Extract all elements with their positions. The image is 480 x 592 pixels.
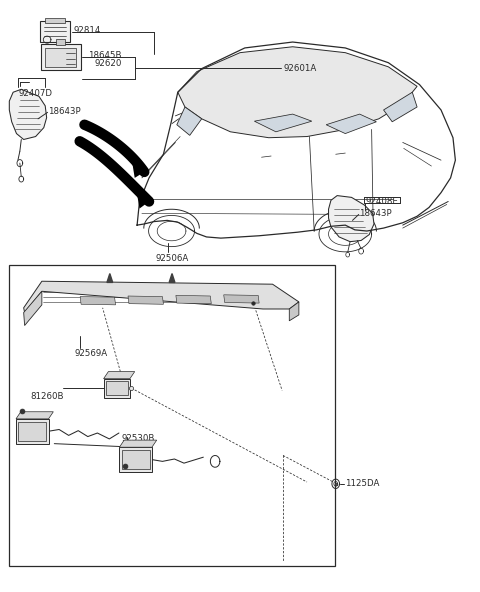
Bar	[45, 18, 65, 22]
Polygon shape	[177, 107, 202, 136]
Bar	[41, 44, 81, 70]
Text: 92530B: 92530B	[121, 435, 155, 443]
Text: 18645B: 18645B	[88, 50, 121, 60]
Bar	[120, 447, 152, 472]
Polygon shape	[104, 372, 135, 379]
Bar	[56, 39, 65, 45]
Polygon shape	[289, 302, 299, 321]
Bar	[104, 379, 130, 398]
Polygon shape	[16, 412, 53, 419]
Polygon shape	[120, 440, 157, 447]
Polygon shape	[178, 47, 417, 138]
Polygon shape	[137, 194, 149, 208]
Text: 18643P: 18643P	[359, 209, 391, 218]
Bar	[18, 422, 46, 440]
Text: 92601A: 92601A	[283, 63, 316, 73]
Bar	[45, 48, 76, 67]
Text: 92814: 92814	[73, 25, 101, 35]
Text: 92407D: 92407D	[18, 89, 52, 98]
Polygon shape	[24, 281, 299, 313]
Polygon shape	[80, 297, 116, 305]
Text: 81260B: 81260B	[30, 392, 64, 401]
Polygon shape	[132, 163, 144, 178]
Polygon shape	[384, 92, 417, 122]
Bar	[9, 265, 335, 567]
Bar	[16, 419, 48, 443]
Bar	[122, 450, 150, 469]
Polygon shape	[9, 89, 47, 140]
Polygon shape	[176, 295, 211, 304]
Text: 92620: 92620	[94, 59, 121, 69]
Text: 92506A: 92506A	[156, 255, 189, 263]
Text: 18643P: 18643P	[48, 107, 80, 115]
Text: 1125DA: 1125DA	[345, 480, 380, 488]
Polygon shape	[107, 274, 113, 282]
Polygon shape	[224, 295, 259, 303]
Polygon shape	[326, 114, 376, 134]
Polygon shape	[328, 195, 374, 242]
Text: 92408E: 92408E	[365, 197, 398, 206]
Bar	[40, 21, 70, 42]
Polygon shape	[128, 296, 163, 304]
Text: 92569A: 92569A	[75, 349, 108, 358]
Polygon shape	[169, 274, 175, 282]
Polygon shape	[254, 114, 312, 132]
Bar	[106, 381, 128, 395]
Polygon shape	[24, 291, 42, 326]
